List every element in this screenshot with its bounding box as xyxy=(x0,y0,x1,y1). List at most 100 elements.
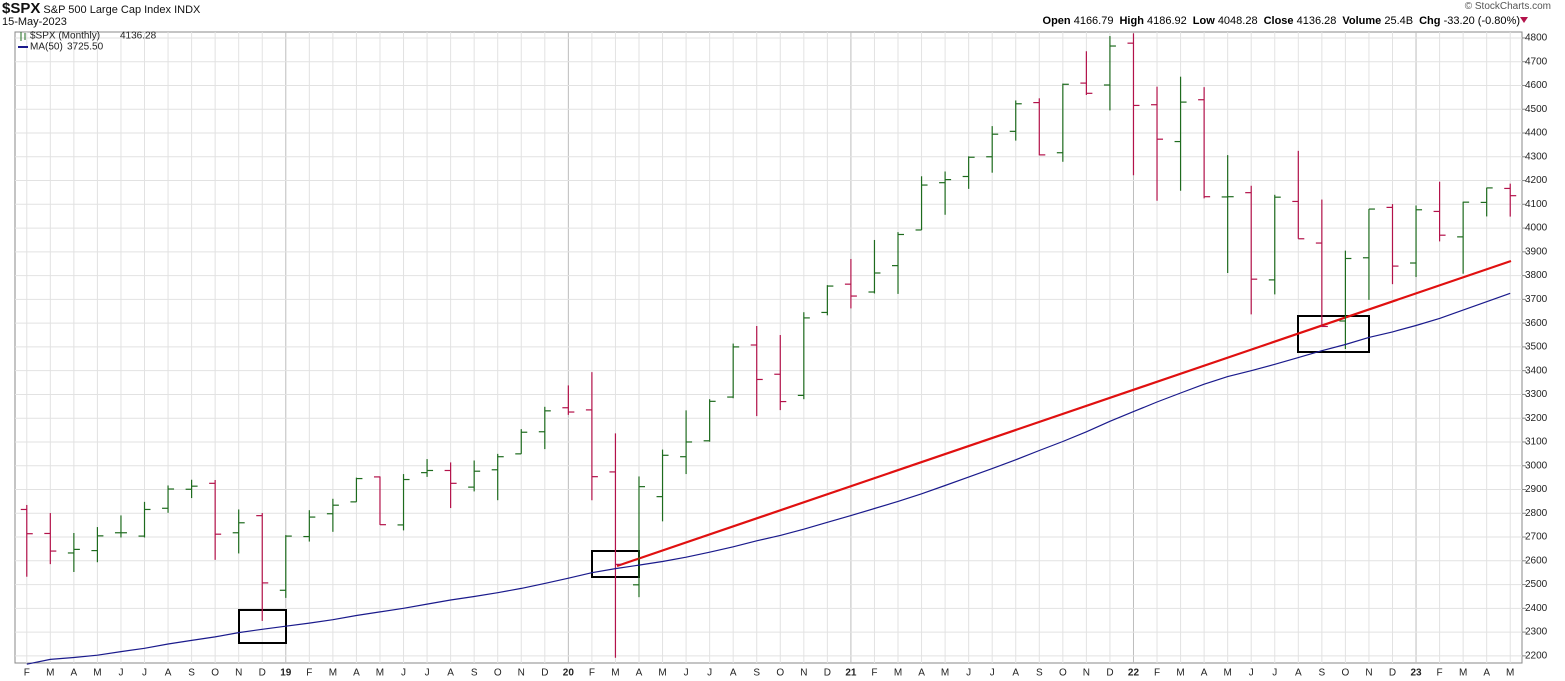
trend-line xyxy=(616,259,1512,568)
y-tick-label: 2600 xyxy=(1525,555,1548,566)
quote-item: Chg -33.20 (-0.80%) xyxy=(1419,15,1520,27)
index-name: S&P 500 Large Cap Index xyxy=(43,4,172,16)
x-tick-label: F xyxy=(871,668,877,679)
x-tick-label: A xyxy=(71,668,78,679)
x-tick-label: M xyxy=(376,668,384,679)
x-tick-label: A xyxy=(918,668,925,679)
y-tick-label: 3000 xyxy=(1525,460,1548,471)
date: 15-May-2023 xyxy=(2,16,67,28)
x-tick-label: O xyxy=(1342,668,1350,679)
y-tick-label: 3400 xyxy=(1525,365,1548,376)
x-tick-label: D xyxy=(1389,668,1396,679)
x-tick-label: O xyxy=(211,668,219,679)
header: $SPX S&P 500 Large Cap Index INDX 15-May… xyxy=(2,0,200,28)
x-tick-label: A xyxy=(730,668,737,679)
y-tick-label: 2700 xyxy=(1525,532,1548,543)
x-tick-label: N xyxy=(1083,668,1090,679)
annotations xyxy=(238,259,1512,644)
quote-label: Open xyxy=(1042,15,1071,27)
x-tick-label: D xyxy=(1106,668,1113,679)
x-tick-label: N xyxy=(800,668,807,679)
y-tick-label: 3500 xyxy=(1525,342,1548,353)
x-tick-label: M xyxy=(1506,668,1514,679)
x-tick-label: A xyxy=(1295,668,1302,679)
y-tick-label: 2800 xyxy=(1525,508,1548,519)
x-tick-label: N xyxy=(235,668,242,679)
legend-label: $SPX (Monthly) xyxy=(30,31,100,42)
y-tick-label: 4400 xyxy=(1525,128,1548,139)
quote-item: Open 4166.79 xyxy=(1043,15,1114,27)
quote-item: Close 4136.28 xyxy=(1264,15,1337,27)
x-tick-label: M xyxy=(941,668,949,679)
x-tick-label: M xyxy=(1223,668,1231,679)
x-tick-label: 23 xyxy=(1410,668,1422,679)
x-tick-label: N xyxy=(1365,668,1372,679)
x-tick-label: A xyxy=(1483,668,1490,679)
x-tick-label: M xyxy=(46,668,54,679)
quote-label: Close xyxy=(1263,15,1294,27)
x-tick-label: J xyxy=(401,668,406,679)
x-tick-label: A xyxy=(1012,668,1019,679)
x-tick-label: D xyxy=(541,668,548,679)
x-tick-label: M xyxy=(1176,668,1184,679)
legend-label: MA(50) xyxy=(30,42,63,53)
x-tick-label: O xyxy=(776,668,784,679)
x-tick-label: A xyxy=(636,668,643,679)
x-tick-label: M xyxy=(658,668,666,679)
y-tick-label: 3900 xyxy=(1525,246,1548,257)
x-tick-label: J xyxy=(425,668,430,679)
exchange: INDX xyxy=(174,4,201,16)
y-tick-label: 3800 xyxy=(1525,270,1548,281)
quote: Open 4166.79 High 4186.92 Low 4048.28 Close… xyxy=(1043,15,1520,27)
x-tick-label: F xyxy=(1154,668,1160,679)
quote-label: Chg xyxy=(1419,15,1441,27)
x-tick-label: M xyxy=(93,668,101,679)
y-tick-label: 3200 xyxy=(1525,413,1548,424)
y-tick-label: 4300 xyxy=(1525,151,1548,162)
x-tick-label: J xyxy=(1249,668,1254,679)
quote-label: High xyxy=(1119,15,1144,27)
symbol: $SPX xyxy=(2,0,41,17)
x-tick-label: 21 xyxy=(845,668,857,679)
y-tick-label: 2400 xyxy=(1525,603,1548,614)
y-tick-label: 3600 xyxy=(1525,318,1548,329)
quote-value: -33.20 (-0.80%) xyxy=(1443,15,1520,27)
quote-item: High 4186.92 xyxy=(1119,15,1186,27)
x-tick-label: A xyxy=(165,668,172,679)
x-tick-label: O xyxy=(1059,668,1067,679)
y-tick-label: 4200 xyxy=(1525,175,1548,186)
legend: $SPX (Monthly) 4136.28 MA(50) 3725.50 xyxy=(18,31,157,53)
y-tick-label: 2300 xyxy=(1525,627,1548,638)
moving-average-line xyxy=(26,292,1511,665)
x-tick-label: D xyxy=(824,668,831,679)
quote-item: Volume 25.4B xyxy=(1342,15,1413,27)
y-tick-label: 4700 xyxy=(1525,56,1548,67)
x-tick-label: S xyxy=(753,668,760,679)
x-tick-label: J xyxy=(707,668,712,679)
y-tick-label: 2900 xyxy=(1525,484,1548,495)
x-tick-label: J xyxy=(990,668,995,679)
quote-label: Volume xyxy=(1342,15,1382,27)
down-arrow xyxy=(1520,17,1528,23)
x-tick-label: S xyxy=(188,668,195,679)
y-tick-label: 2500 xyxy=(1525,579,1548,590)
quote-value: 4048.28 xyxy=(1217,15,1258,27)
x-tick-label: J xyxy=(684,668,689,679)
x-tick-label: M xyxy=(611,668,619,679)
x-tick-label: S xyxy=(471,668,478,679)
x-tick-label: O xyxy=(494,668,502,679)
x-tick-label: 22 xyxy=(1128,668,1140,679)
x-tick-label: J xyxy=(142,668,147,679)
quote-label: Low xyxy=(1192,15,1215,27)
x-tick-label: J xyxy=(966,668,971,679)
y-tick-label: 4600 xyxy=(1525,80,1548,91)
x-tick-label: 19 xyxy=(280,668,292,679)
x-tick-label: J xyxy=(118,668,123,679)
x-tick-label: A xyxy=(447,668,454,679)
quote-value: 25.4B xyxy=(1384,15,1414,27)
y-tick-label: 2200 xyxy=(1525,651,1548,662)
y-tick-label: 3700 xyxy=(1525,294,1548,305)
x-tick-label: F xyxy=(306,668,312,679)
